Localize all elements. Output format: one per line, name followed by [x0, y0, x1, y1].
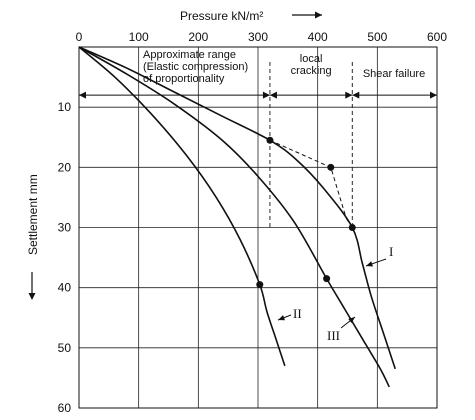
series-marker-ii — [256, 281, 264, 289]
zone-arrowhead-right — [430, 91, 437, 99]
x-axis-title: Pressure kN/m² — [180, 9, 263, 23]
y-tick-label: 50 — [58, 341, 72, 355]
y-axis-title: Settlement mm — [26, 174, 40, 255]
zone-cracking-label: cracking — [291, 65, 332, 77]
y-tick-label: 10 — [58, 100, 72, 114]
construction-line — [269, 139, 347, 219]
series-marker-i — [348, 224, 356, 231]
series-marker-iii — [323, 275, 331, 283]
x-tick-label: 0 — [76, 30, 83, 44]
series-line-iii — [78, 46, 390, 388]
x-axis-arrowhead — [315, 11, 322, 19]
y-tick-label: 40 — [58, 281, 72, 295]
series-line-ii — [78, 46, 286, 367]
construction-lines — [269, 139, 353, 228]
series-marker-i — [266, 136, 274, 144]
y-tick-label: 20 — [58, 160, 72, 174]
x-tick-label: 200 — [188, 30, 208, 44]
y-tick-label: 60 — [58, 401, 72, 415]
zone-arrowhead-right — [262, 91, 270, 99]
zone-arrowhead-left — [79, 91, 86, 99]
zone-arrowhead-left — [269, 91, 277, 99]
x-tick-label: 100 — [129, 30, 149, 44]
curve-label-arrowhead — [278, 315, 285, 321]
grid — [78, 47, 438, 409]
y-axis-arrowhead — [28, 293, 36, 300]
construction-point — [327, 163, 335, 171]
curve-label-iii: III — [327, 328, 340, 343]
y-tick-label: 30 — [58, 221, 72, 235]
series-group — [78, 46, 396, 388]
plot-frame — [78, 46, 438, 409]
zone-annotations: Approximate range(Elastic compression)of… — [79, 49, 437, 228]
zone-elastic-label: Approximate range — [143, 49, 236, 61]
x-tick-label: 600 — [427, 30, 447, 44]
x-tick-label: 400 — [308, 30, 328, 44]
curve-label-arrowhead — [348, 317, 355, 324]
series-line-i — [78, 46, 396, 370]
curve-label-arrowhead — [366, 261, 373, 267]
zone-shear-label: Shear failure — [363, 68, 425, 80]
x-tick-label: 500 — [367, 30, 387, 44]
x-tick-labels: 0 100 200 300 400 500 600 — [76, 30, 448, 44]
zone-cracking-label: local — [300, 53, 323, 65]
curve-label-ii: II — [293, 306, 302, 321]
x-tick-label: 300 — [248, 30, 268, 44]
curve-label-i: I — [389, 244, 393, 259]
zone-elastic-label: (Elastic compression) — [143, 61, 248, 73]
zone-elastic-label: of proportionality — [143, 73, 225, 85]
zone-arrowhead-left — [352, 91, 360, 99]
zone-arrowhead-right — [345, 91, 353, 99]
y-tick-labels: 10 20 30 40 50 60 — [58, 100, 72, 415]
